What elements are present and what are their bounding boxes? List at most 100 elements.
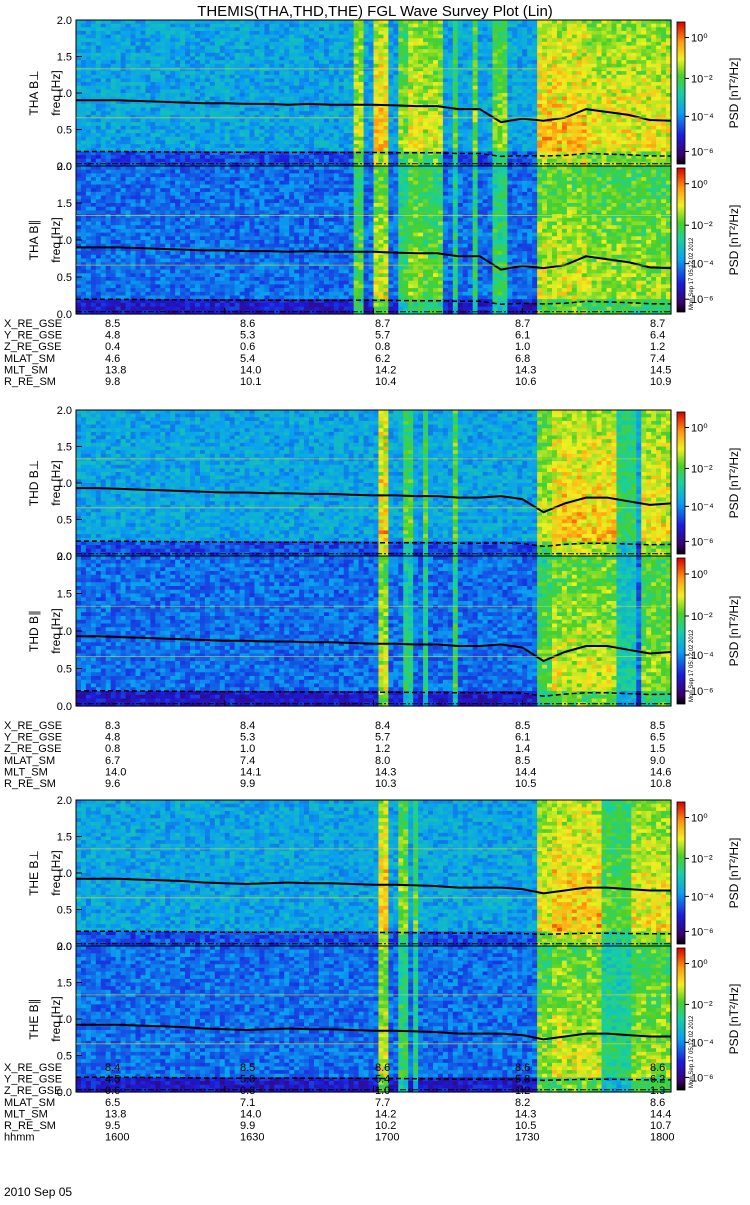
ephemeris-value: 10.5 xyxy=(515,778,536,790)
ephemeris-value: 8.5 xyxy=(515,755,530,767)
ephemeris-value: 5.4 xyxy=(240,353,255,365)
ephemeris-value: 14.0 xyxy=(105,766,126,778)
ephemeris-value: 14.0 xyxy=(240,1108,261,1120)
ephemeris-row-name: Z_RE_GSE xyxy=(4,743,61,755)
ephemeris-value: 7.7 xyxy=(375,1097,390,1109)
ephemeris-value: 1.0 xyxy=(240,743,255,755)
colorbar-label: PSD [nT²/Hz] xyxy=(727,596,741,667)
ephemeris-value: 8.6 xyxy=(650,1097,665,1109)
colorbar xyxy=(677,558,685,704)
ephemeris-value: 4.8 xyxy=(105,330,120,342)
ephemeris-row-name: R_RE_SM xyxy=(4,1120,56,1132)
ephemeris-value: 14.2 xyxy=(375,1108,396,1120)
ephemeris-row-name: MLAT_SM xyxy=(4,353,55,365)
ephemeris-value: 9.0 xyxy=(650,755,665,767)
spectrogram-heatmap xyxy=(76,20,672,167)
ephemeris-value: 14.6 xyxy=(650,766,671,778)
freq-tick-label: 0.5 xyxy=(57,905,72,917)
ephemeris-value: 8.5 xyxy=(650,720,665,732)
colorbar-tick-label: 10⁻⁴ xyxy=(691,111,714,123)
ephemeris-value: 14.2 xyxy=(375,364,396,376)
ephemeris-value: 6.2 xyxy=(650,1074,665,1086)
ephemeris-value: 1.2 xyxy=(515,1085,530,1097)
panel-ylabel: freq [Hz] xyxy=(49,850,63,895)
ephemeris-value: 5.0 xyxy=(240,1074,255,1086)
ephemeris-row-name: MLAT_SM xyxy=(4,1097,55,1109)
ephemeris-value: 1.0 xyxy=(515,341,530,353)
ephemeris-value: 10.7 xyxy=(650,1120,671,1132)
freq-tick-label: 2.0 xyxy=(57,405,72,417)
panel-label: THD B∥ xyxy=(27,610,41,652)
ephemeris-row-name: MLT_SM xyxy=(4,1108,48,1120)
ephemeris-value: 1.2 xyxy=(650,341,665,353)
freq-tick-label: 1.5 xyxy=(57,198,72,210)
ephemeris-value: 8.6 xyxy=(240,318,255,330)
freq-tick-label: 0.5 xyxy=(57,272,72,284)
ephemeris-value: 8.7 xyxy=(375,318,390,330)
spectrogram-heatmap xyxy=(76,410,672,557)
colorbar xyxy=(677,948,685,1090)
colorbar-tick-label: 10⁰ xyxy=(691,423,708,435)
time-tick-label: 1730 xyxy=(515,1132,539,1144)
freq-tick-label: 1.5 xyxy=(57,589,72,601)
freq-tick-label: 2.0 xyxy=(57,795,72,807)
freq-tick-label: 0.5 xyxy=(57,664,72,676)
colorbar-tick-label: 10⁻⁴ xyxy=(691,501,714,513)
ephemeris-row-name: R_RE_SM xyxy=(4,376,56,388)
freq-tick-label: 2.0 xyxy=(57,15,72,27)
ephemeris-value: 7.1 xyxy=(240,1097,255,1109)
freq-tick-label: 1.5 xyxy=(57,832,72,844)
ephemeris-value: 8.3 xyxy=(105,720,120,732)
colorbar-label: PSD [nT²/Hz] xyxy=(727,448,741,519)
ephemeris-row-name: MLT_SM xyxy=(4,364,48,376)
ephemeris-value: 4.8 xyxy=(105,732,120,744)
colorbar-tick-label: 10⁻² xyxy=(691,463,713,475)
ephemeris-value: 7.4 xyxy=(650,353,665,365)
colorbar-tick-label: 10⁻² xyxy=(691,853,713,865)
colorbar-tick-label: 10⁻⁶ xyxy=(691,926,714,938)
time-tick-label: 1630 xyxy=(240,1132,264,1144)
ephemeris-value: 10.5 xyxy=(515,1120,536,1132)
freq-tick-label: 2.0 xyxy=(57,551,72,563)
ephemeris-row-name: Z_RE_GSE xyxy=(4,341,61,353)
ephemeris-value: 14.4 xyxy=(650,1108,671,1120)
ephemeris-value: 8.6 xyxy=(375,1062,390,1074)
colorbar xyxy=(677,168,685,312)
ephemeris-value: 6.5 xyxy=(650,732,665,744)
ephemeris-value: 9.6 xyxy=(105,778,120,790)
spectrogram-heatmap xyxy=(76,166,672,315)
time-tick-label: 1800 xyxy=(650,1132,674,1144)
ephemeris-value: 8.4 xyxy=(240,720,255,732)
ephemeris-value: 9.8 xyxy=(105,376,120,388)
colorbar-tick-label: 10⁰ xyxy=(691,813,708,825)
ephemeris-value: 14.4 xyxy=(515,766,536,778)
panel-ylabel: freq [Hz] xyxy=(49,460,63,505)
ephemeris-value: 14.1 xyxy=(240,766,261,778)
ephemeris-value: 5.7 xyxy=(375,732,390,744)
freq-tick-label: 0.5 xyxy=(57,1051,72,1063)
ephemeris-row-name: X_RE_GSE xyxy=(4,1062,62,1074)
ephemeris-row-name: Y_RE_GSE xyxy=(4,1074,62,1086)
ephemeris-row-name: X_RE_GSE xyxy=(4,720,62,732)
time-tick-label: 1700 xyxy=(375,1132,399,1144)
panel-label: THA B⊥ xyxy=(27,70,41,115)
freq-tick-label: 1.5 xyxy=(57,442,72,454)
colorbar-tick-label: 10⁻² xyxy=(691,999,713,1011)
ephemeris-value: 5.4 xyxy=(375,1074,390,1086)
panel-ylabel: freq [Hz] xyxy=(49,996,63,1041)
ephemeris-value: 10.3 xyxy=(375,778,396,790)
ephemeris-row-name: MLT_SM xyxy=(4,766,48,778)
ephemeris-value: 14.5 xyxy=(650,364,671,376)
ephemeris-value: 8.5 xyxy=(515,720,530,732)
ephemeris-value: 8.4 xyxy=(105,1062,120,1074)
freq-tick-label: 0.0 xyxy=(57,701,72,713)
panels-layer: 2.0 1.5 1.0 0.5 0.0 THA B⊥ freq [Hz] 10⁰ 10⁻² 10⁻… xyxy=(4,15,741,1144)
ephemeris-row-name: Y_RE_GSE xyxy=(4,732,62,744)
ephemeris-value: 13.8 xyxy=(105,364,126,376)
